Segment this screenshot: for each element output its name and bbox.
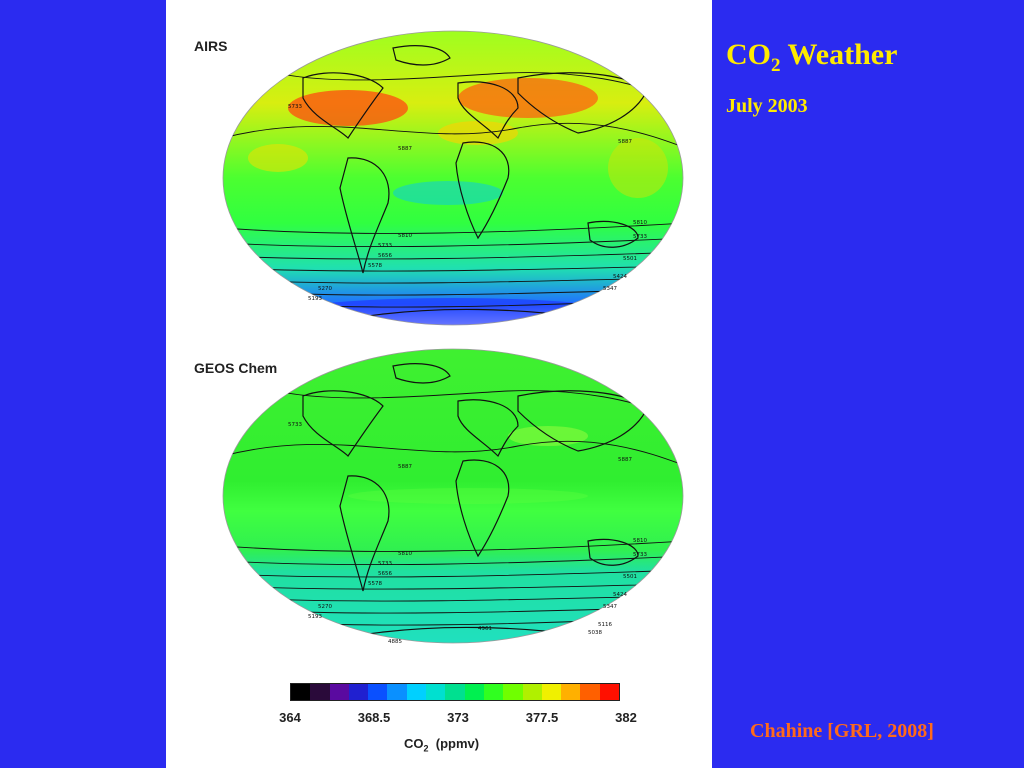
contour-label: 4885	[388, 639, 402, 645]
contour-label: 5656	[378, 253, 392, 259]
contour-label: 5116	[598, 622, 612, 628]
color-scale-bar	[290, 683, 620, 701]
contour-label: 5887	[618, 139, 632, 145]
figure-panel: AIRS	[166, 0, 712, 768]
contour-label: 5270	[318, 604, 332, 610]
color-scale-swatch	[310, 684, 330, 700]
contour-label: 5501	[623, 256, 637, 262]
contour-label: 5501	[623, 574, 637, 580]
color-scale-tick: 382	[615, 710, 637, 725]
color-scale-swatch	[445, 684, 465, 700]
color-scale-ticks: 364 368.5 373 377.5 382	[274, 710, 644, 726]
contour-label: 5733	[378, 243, 392, 249]
contour-label: 5887	[618, 457, 632, 463]
color-scale-swatch	[406, 684, 427, 700]
color-scale-swatch	[426, 684, 446, 700]
color-scale-tick: 368.5	[357, 710, 391, 725]
contour-label: 5347	[603, 604, 617, 610]
color-scale-swatch	[291, 684, 311, 700]
airs-map-label: AIRS	[194, 38, 228, 54]
contour-label: 5810	[633, 220, 647, 226]
contour-label: 5733	[288, 422, 302, 428]
contour-label: 5810	[398, 233, 412, 239]
contour-label: 5810	[633, 538, 647, 544]
contour-label: 5578	[368, 581, 382, 587]
contour-label: 5270	[318, 286, 332, 292]
color-scale-swatch	[329, 684, 349, 700]
contour-label: 5733	[378, 561, 392, 567]
airs-co2-map: 5887 5810 5733 5656 5578 5810 5733 5501 …	[222, 30, 684, 326]
contour-label: 5733	[633, 234, 647, 240]
contour-label: 5887	[398, 464, 412, 470]
contour-label: 5578	[368, 263, 382, 269]
contour-label: 5733	[288, 104, 302, 110]
geos-chem-map-label: GEOS Chem	[194, 360, 278, 376]
citation: Chahine [GRL, 2008]	[750, 720, 934, 742]
contour-label: 5810	[398, 551, 412, 557]
color-scale-swatch	[464, 684, 484, 700]
color-scale-unit: CO2 (ppmv)	[404, 736, 480, 754]
color-scale-swatch	[599, 684, 620, 700]
contour-label: 5038	[588, 630, 602, 636]
contour-label: 5887	[398, 146, 412, 152]
slide-subtitle: July 2003	[726, 95, 808, 117]
color-scale-tick: 364	[279, 710, 301, 725]
color-scale-swatch	[522, 684, 542, 700]
color-scale-swatch	[541, 684, 562, 700]
contour-label: 5193	[308, 614, 322, 620]
color-scale-swatch	[580, 684, 600, 700]
color-scale-swatch	[348, 684, 369, 700]
slide-title: CO2 Weather	[726, 38, 898, 76]
contour-label: 5193	[308, 296, 322, 302]
contour-label: 5347	[603, 286, 617, 292]
color-scale-tick: 373	[447, 710, 469, 725]
color-scale-swatch	[561, 684, 581, 700]
contour-label: 5424	[613, 274, 627, 280]
color-scale-swatch	[387, 684, 407, 700]
contour-label: 5733	[633, 552, 647, 558]
color-scale-swatch	[503, 684, 523, 700]
geos-chem-co2-map: 5887 5810 5733 5656 5578 5810 5733 5501 …	[222, 348, 684, 645]
color-scale-tick: 377.5	[525, 710, 559, 725]
contour-label: 4961	[478, 626, 492, 632]
contour-label: 5656	[378, 571, 392, 577]
contour-label: 5424	[613, 592, 627, 598]
color-scale-swatch	[368, 684, 388, 700]
color-scale-swatch	[483, 684, 504, 700]
